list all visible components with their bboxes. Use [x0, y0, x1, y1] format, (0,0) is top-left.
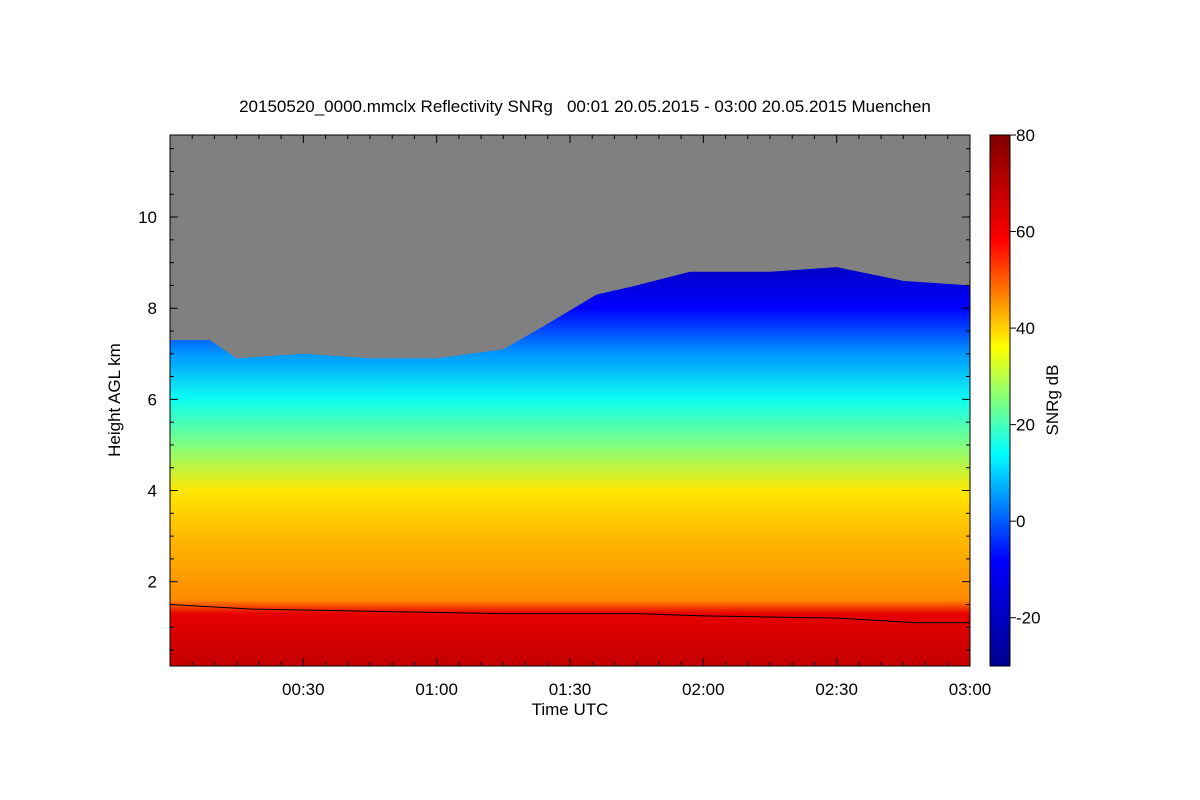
y-tick-label: 10 [138, 208, 157, 227]
x-tick-label: 01:30 [549, 680, 592, 699]
y-axis-label: Height AGL km [105, 343, 124, 457]
colorbar-tick-label: 80 [1016, 126, 1035, 145]
y-tick-label: 8 [148, 299, 157, 318]
colorbar: -20 0 20 40 60 80 SNRg dB [989, 126, 1062, 667]
x-axis-label: Time UTC [532, 700, 609, 719]
y-tick-label: 4 [148, 482, 157, 501]
x-tick-label: 02:00 [682, 680, 725, 699]
y-tick-label: 6 [148, 390, 157, 409]
chart-title: 20150520_0000.mmclx Reflectivity SNRg 00… [239, 97, 931, 116]
colorbar-tick-label: 20 [1016, 416, 1035, 435]
colorbar-tick-label: 40 [1016, 319, 1035, 338]
boundary-layer-line [170, 603, 970, 624]
colorbar-ticks: -20 0 20 40 60 80 [1010, 126, 1041, 628]
colorbar-scale [989, 134, 1011, 667]
colorbar-tick-label: -20 [1016, 609, 1041, 628]
x-tick-label: 03:00 [949, 680, 992, 699]
x-tick-label: 02:30 [815, 680, 858, 699]
plot-area [170, 135, 970, 666]
echo-region [170, 267, 970, 666]
x-tick-label: 00:30 [282, 680, 325, 699]
y-tick-label: 2 [148, 573, 157, 592]
colorbar-tick-label: 60 [1016, 223, 1035, 242]
colorbar-label: SNRg dB [1043, 365, 1062, 436]
colorbar-tick-label: 0 [1016, 512, 1025, 531]
x-axis: 00:30 01:00 01:30 02:00 02:30 03:00 [191, 135, 992, 699]
x-tick-label: 01:00 [415, 680, 458, 699]
y-axis: 2 4 6 8 10 [138, 148, 970, 651]
